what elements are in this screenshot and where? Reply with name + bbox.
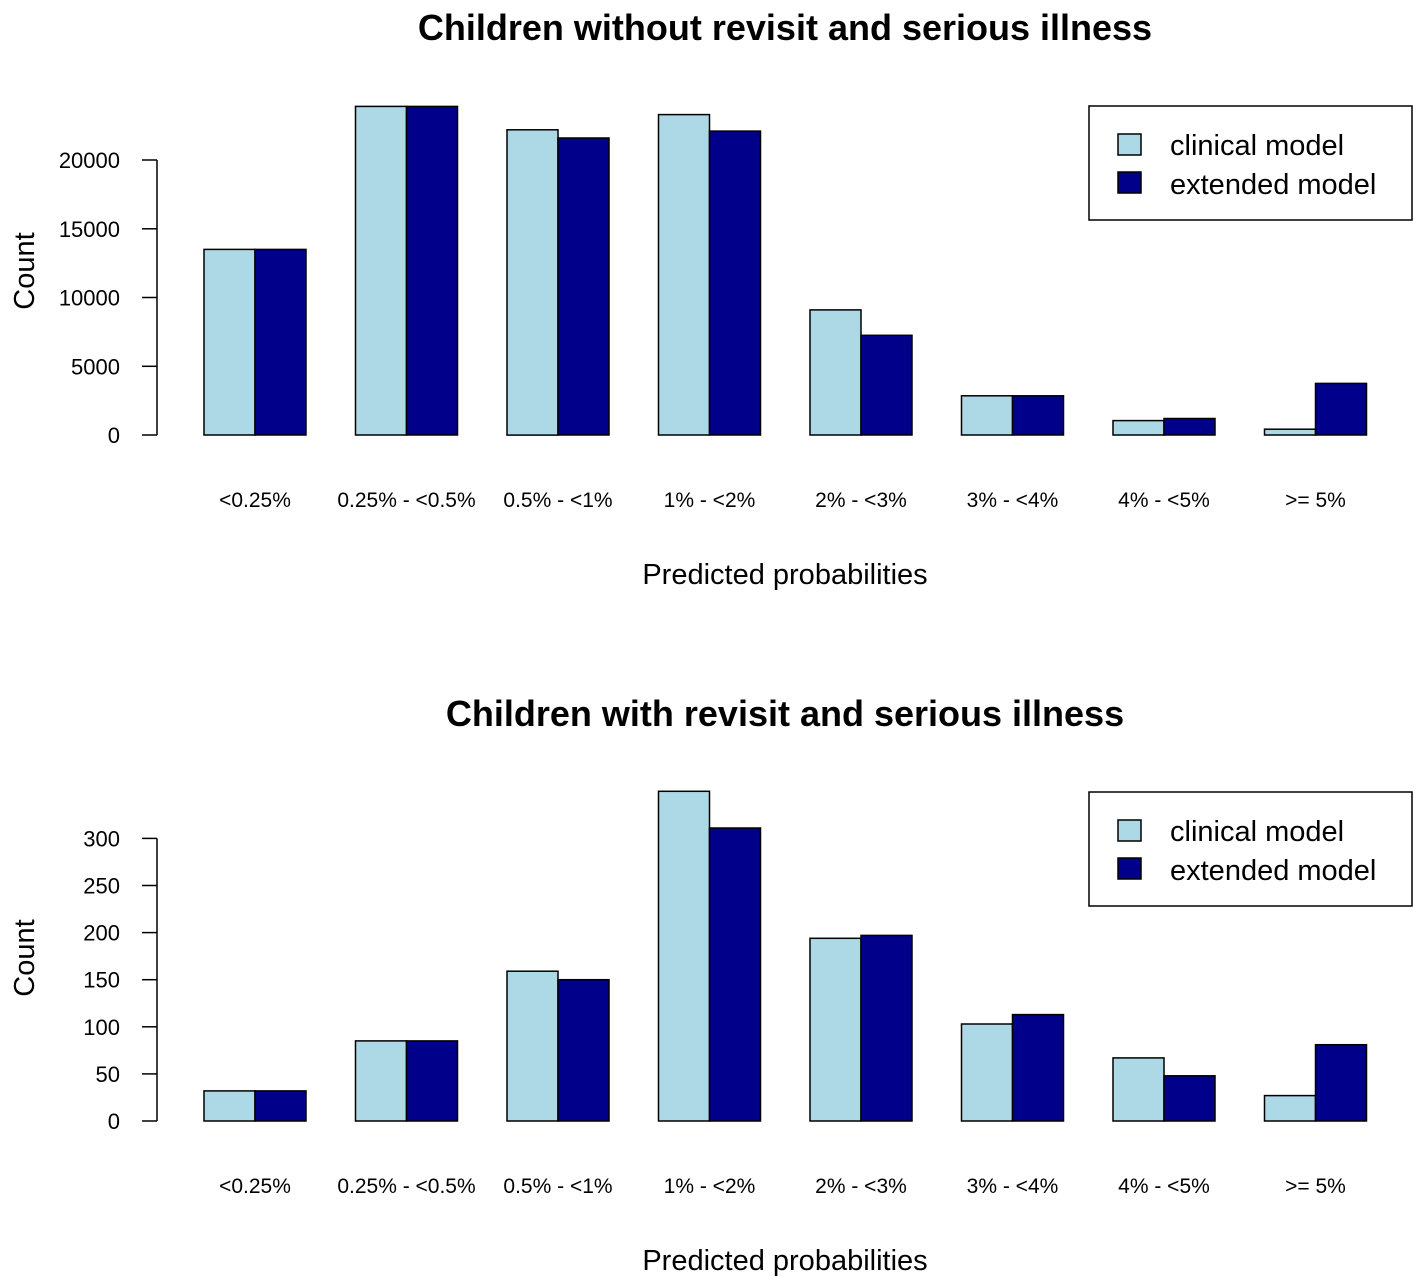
bar-clinical (960, 395, 1014, 436)
chart-title: Children with revisit and serious illnes… (446, 693, 1124, 734)
x-axis-categories: <0.25% 0.25% - <0.5% 0.5% - <1% 1% - <2% 2% … (219, 1175, 1346, 1198)
x-tick-label: 3% - <4% (967, 1175, 1059, 1198)
bar-extended (708, 130, 762, 436)
bar-extended (254, 1090, 307, 1122)
y-tick-label: 0 (108, 1109, 120, 1134)
bar-clinical (809, 937, 862, 1122)
x-tick-label: >= 5% (1285, 1175, 1346, 1198)
bar-extended (1314, 1043, 1368, 1122)
bar-clinical (506, 970, 559, 1122)
x-tick-label: 2% - <3% (815, 1175, 907, 1198)
x-tick-label: 0.5% - <1% (503, 1175, 612, 1198)
y-tick-label: 200 (83, 921, 120, 946)
bar-extended (557, 137, 610, 436)
bar-extended (1163, 417, 1216, 436)
bar-clinical (506, 129, 559, 436)
x-tick-label: 0.5% - <1% (503, 489, 612, 512)
bar-group (203, 790, 1368, 1122)
bar-clinical (354, 1040, 408, 1122)
bar-clinical (657, 790, 711, 1122)
y-tick-label: 50 (96, 1062, 120, 1087)
bar-extended (1314, 382, 1368, 436)
bar-clinical (203, 248, 256, 436)
legend-label-clinical: clinical model (1170, 130, 1344, 162)
bar-clinical (354, 105, 408, 436)
y-tick-label: 100 (83, 1015, 120, 1040)
legend-swatch-extended (1117, 171, 1142, 194)
chart-title: Children without revisit and serious ill… (418, 7, 1152, 48)
x-tick-label: 0.25% - <0.5% (337, 1175, 475, 1198)
bar-clinical (203, 1090, 256, 1122)
x-tick-label: <0.25% (219, 489, 291, 512)
y-axis: 0 5000 10000 15000 20000 (59, 148, 158, 448)
legend-box (1088, 791, 1413, 907)
legend-swatch-extended (1117, 857, 1142, 880)
y-tick-label: 10000 (59, 286, 120, 311)
x-axis-label: Predicted probabilities (642, 1245, 927, 1277)
legend: clinical model extended model (1088, 791, 1413, 907)
y-tick-label: 20000 (59, 148, 120, 173)
bar-clinical (960, 1023, 1014, 1122)
y-axis-label: Count (9, 919, 41, 996)
bar-extended (1163, 1075, 1216, 1122)
y-tick-label: 150 (83, 968, 120, 993)
bar-extended (860, 934, 913, 1122)
x-tick-label: 1% - <2% (664, 1175, 756, 1198)
bar-clinical (1263, 428, 1317, 436)
legend: clinical model extended model (1088, 105, 1413, 221)
x-tick-label: 3% - <4% (967, 489, 1059, 512)
y-axis-label: Count (9, 232, 41, 309)
bar-extended (405, 105, 459, 436)
bar-clinical (657, 113, 711, 436)
bar-extended (254, 248, 307, 436)
chart-panel-top: Children without revisit and serious ill… (9, 7, 1413, 591)
bar-extended (1011, 1013, 1065, 1122)
bar-clinical (1112, 419, 1165, 436)
chart-panel-bottom: Children with revisit and serious illnes… (9, 693, 1413, 1277)
bar-extended (405, 1040, 459, 1122)
y-tick-label: 15000 (59, 217, 120, 242)
legend-swatch-clinical (1117, 133, 1142, 156)
legend-label-extended: extended model (1170, 169, 1376, 201)
x-tick-label: 4% - <5% (1118, 1175, 1210, 1198)
x-tick-label: >= 5% (1285, 489, 1346, 512)
bar-clinical (1112, 1057, 1165, 1122)
bar-extended (1011, 395, 1065, 436)
bar-extended (708, 827, 762, 1122)
y-tick-label: 5000 (71, 354, 120, 379)
bar-clinical (809, 309, 862, 436)
legend-label-extended: extended model (1170, 855, 1376, 887)
bar-clinical (1263, 1094, 1317, 1122)
y-axis: 0 50 100 150 200 250 300 (83, 826, 158, 1134)
legend-swatch-clinical (1117, 819, 1142, 842)
bar-extended (860, 334, 913, 436)
y-tick-label: 0 (108, 423, 120, 448)
x-tick-label: 0.25% - <0.5% (337, 489, 475, 512)
legend-label-clinical: clinical model (1170, 816, 1344, 848)
x-tick-label: 2% - <3% (815, 489, 907, 512)
legend-box (1088, 105, 1413, 221)
x-axis-label: Predicted probabilities (642, 559, 927, 591)
x-tick-label: 1% - <2% (664, 489, 756, 512)
y-tick-label: 250 (83, 874, 120, 899)
x-axis-categories: <0.25% 0.25% - <0.5% 0.5% - <1% 1% - <2% 2% … (219, 489, 1346, 512)
y-tick-label: 300 (83, 826, 120, 851)
x-tick-label: <0.25% (219, 1175, 291, 1198)
x-tick-label: 4% - <5% (1118, 489, 1210, 512)
bar-extended (557, 978, 610, 1122)
bar-group (203, 105, 1368, 436)
